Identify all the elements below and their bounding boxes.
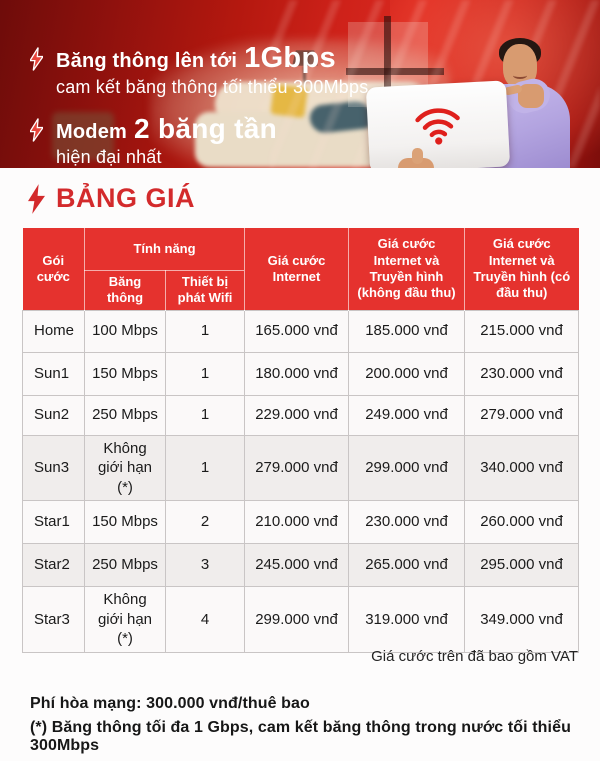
- cell-wifi-devices: 1: [164, 351, 246, 396]
- cell-plan: Sun2: [22, 394, 85, 436]
- price-table-heading: BẢNG GIÁ: [28, 183, 195, 214]
- cell-wifi-devices: 1: [164, 434, 246, 501]
- feature1-text: Băng thông lên tới: [56, 50, 238, 72]
- feature-modem: Modem 2 băng tần hiện đại nhất: [30, 113, 368, 168]
- cell-bandwidth: 100 Mbps: [84, 309, 166, 353]
- cell-internet-tv-no-box-price: 265.000 vnđ: [348, 543, 466, 587]
- header-bandwidth: Băng thông: [84, 270, 166, 310]
- cell-plan: Star1: [22, 500, 85, 544]
- cell-bandwidth: 150 Mbps: [84, 500, 166, 544]
- header-internet-tv-box: Giá cước Internet và Truyền hình (có đầu…: [464, 228, 579, 310]
- cell-internet-price: 229.000 vnđ: [244, 394, 350, 436]
- window-frame-vertical: [384, 16, 391, 118]
- cell-bandwidth: Không giới hạn (*): [84, 434, 166, 501]
- header-internet-price: Giá cước Internet: [244, 228, 349, 310]
- cell-internet-tv-no-box-price: 249.000 vnđ: [348, 394, 466, 436]
- cell-internet-tv-box-price: 349.000 vnđ: [464, 586, 580, 653]
- cell-wifi-devices: 3: [164, 543, 246, 587]
- cell-internet-tv-no-box-price: 185.000 vnđ: [348, 309, 466, 353]
- table-row-sun3: Sun3 Không giới hạn (*) 1 279.000 vnđ 29…: [22, 434, 580, 501]
- cell-bandwidth: 250 Mbps: [84, 543, 166, 587]
- table-row-star2: Star2 250 Mbps 3 245.000 vnđ 265.000 vnđ…: [22, 543, 580, 587]
- feature-bandwidth: Băng thông lên tới 1Gbps cam kết băng th…: [30, 42, 368, 98]
- cell-internet-price: 245.000 vnđ: [244, 543, 350, 587]
- cell-internet-tv-no-box-price: 230.000 vnđ: [348, 500, 466, 544]
- header-features: Tính năng: [83, 228, 245, 271]
- cell-internet-price: 299.000 vnđ: [244, 586, 350, 653]
- table-row-sun2: Sun2 250 Mbps 1 229.000 vnđ 249.000 vnđ …: [22, 394, 580, 436]
- feature2-highlight: 2 băng tần: [134, 113, 278, 144]
- cell-internet-tv-box-price: 230.000 vnđ: [464, 351, 580, 396]
- lightning-icon: [30, 118, 43, 142]
- vat-note: Giá cước trên đã bao gồm VAT: [371, 648, 578, 665]
- floor-lamp: [292, 50, 318, 66]
- feature1-subtext: cam kết băng thông tối thiểu 300Mbps: [56, 77, 369, 97]
- cell-plan: Sun1: [22, 351, 85, 396]
- cell-wifi-devices: 1: [164, 394, 246, 436]
- cell-plan: Star2: [22, 543, 85, 587]
- cell-internet-tv-box-price: 340.000 vnđ: [464, 434, 580, 501]
- wooden-table: [52, 112, 114, 160]
- cell-bandwidth: Không giới hạn (*): [84, 586, 166, 653]
- header-plan: Gói cước: [22, 228, 85, 310]
- cell-wifi-devices: 4: [164, 586, 246, 653]
- lightning-icon: [30, 47, 43, 71]
- lightning-icon: [28, 183, 45, 214]
- feature2-subtext: hiện đại nhất: [56, 147, 162, 167]
- table-row-home: Home 100 Mbps 1 165.000 vnđ 185.000 vnđ …: [22, 309, 580, 353]
- cell-wifi-devices: 2: [164, 500, 246, 544]
- man-smile: [513, 72, 527, 79]
- feature1-highlight: 1Gbps: [244, 42, 336, 74]
- cell-internet-tv-no-box-price: 200.000 vnđ: [348, 351, 466, 396]
- man-thumb: [412, 148, 423, 164]
- window-frame-horizontal: [346, 68, 444, 75]
- cell-plan: Star3: [22, 586, 85, 653]
- feature2-text: Modem: [56, 121, 127, 143]
- price-table: Gói cước Tính năng Giá cước Internet Giá…: [22, 228, 580, 653]
- table-row-star3: Star3 Không giới hạn (*) 4 299.000 vnđ 3…: [22, 586, 580, 653]
- cell-internet-tv-box-price: 279.000 vnđ: [464, 394, 580, 436]
- cell-internet-price: 180.000 vnđ: [244, 351, 350, 396]
- cell-plan: Home: [22, 309, 85, 353]
- cell-bandwidth: 250 Mbps: [84, 394, 166, 436]
- table-header: Gói cước Tính năng Giá cước Internet Giá…: [22, 228, 579, 310]
- wifi-icon: [415, 108, 460, 145]
- cell-internet-price: 210.000 vnđ: [244, 500, 350, 544]
- header-internet-tv-no-box: Giá cước Internet và Truyền hình (không …: [348, 228, 465, 310]
- cell-internet-price: 165.000 vnđ: [244, 309, 350, 353]
- man-fist: [518, 84, 544, 108]
- header-wifi-device: Thiết bị phát Wifi: [164, 270, 245, 310]
- cell-internet-tv-box-price: 215.000 vnđ: [464, 309, 580, 353]
- cell-internet-price: 279.000 vnđ: [244, 434, 350, 501]
- cell-plan: Sun3: [22, 434, 85, 501]
- promo-banner: Băng thông lên tới 1Gbps cam kết băng th…: [0, 0, 600, 168]
- table-row-star1: Star1 150 Mbps 2 210.000 vnđ 230.000 vnđ…: [22, 500, 580, 544]
- table-row-sun1: Sun1 150 Mbps 1 180.000 vnđ 200.000 vnđ …: [22, 351, 580, 396]
- cell-internet-tv-no-box-price: 319.000 vnđ: [348, 586, 466, 653]
- page-title: BẢNG GIÁ: [56, 183, 195, 213]
- cell-internet-tv-box-price: 295.000 vnđ: [464, 543, 580, 587]
- asterisk-note: (*) Băng thông tối đa 1 Gbps, cam kết bă…: [30, 719, 571, 754]
- laptop: [365, 80, 511, 168]
- cell-wifi-devices: 1: [164, 309, 246, 353]
- cell-bandwidth: 150 Mbps: [84, 351, 166, 396]
- cell-internet-tv-box-price: 260.000 vnđ: [464, 500, 580, 544]
- activation-fee-note: Phí hòa mạng: 300.000 vnđ/thuê bao: [30, 695, 310, 712]
- cell-internet-tv-no-box-price: 299.000 vnđ: [348, 434, 466, 501]
- banner-text: Băng thông lên tới 1Gbps cam kết băng th…: [30, 42, 368, 168]
- floor-lamp-pole: [303, 66, 306, 96]
